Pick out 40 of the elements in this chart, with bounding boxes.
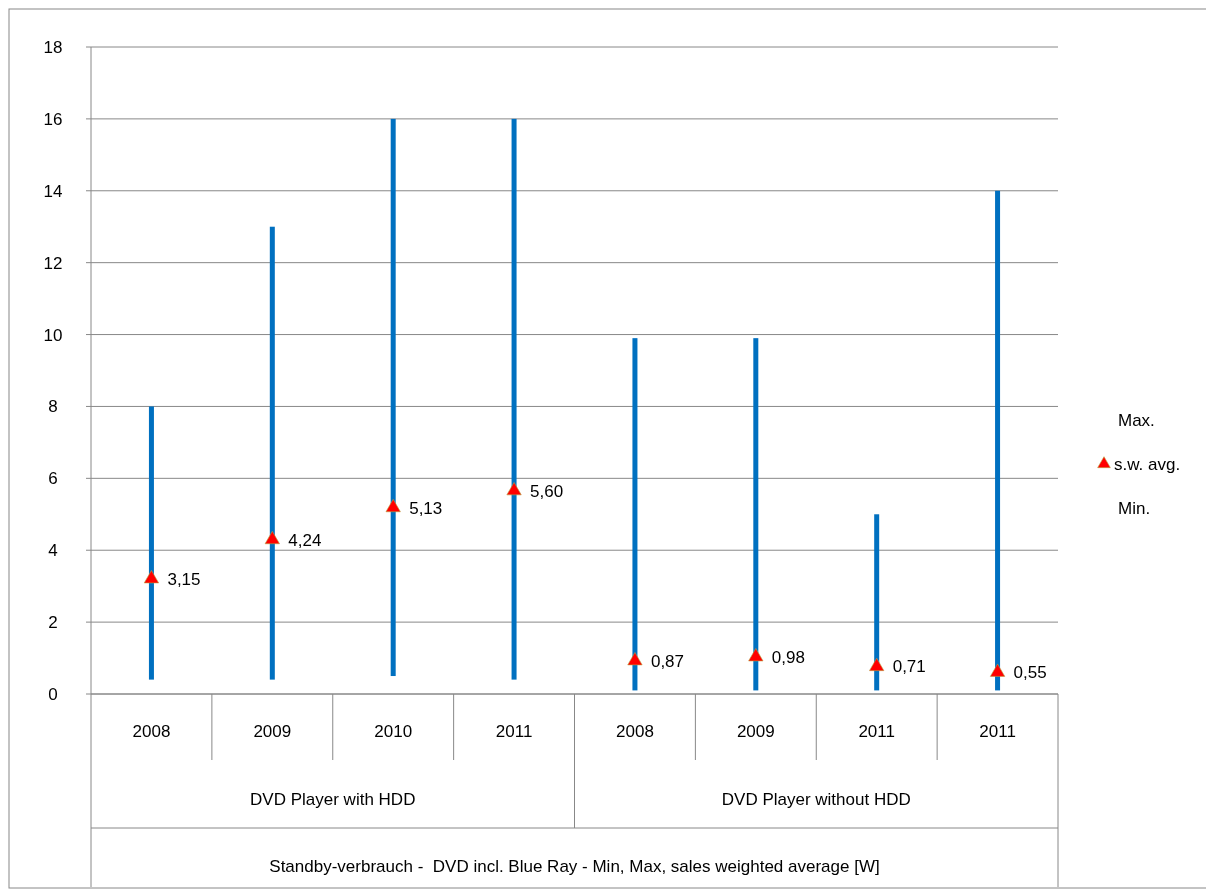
bar [632, 338, 638, 691]
text: DVD Player without HDD [721, 790, 911, 809]
bar [511, 118, 517, 680]
data-label: 5,60 [530, 481, 564, 501]
x-tick-label: 2008 [616, 722, 654, 741]
data-label: 0,87 [650, 651, 685, 671]
y-tick-label: 8 [48, 397, 58, 417]
legend-label: s.w. avg. [1114, 455, 1181, 474]
text: Standby-verbrauch - DVD incl. Blue Ray - Min, Max, sales weighted average [W] [269, 857, 880, 876]
x-tick-label: 2009 [736, 722, 775, 741]
x-tick-label: 2011 [979, 722, 1016, 741]
bar [390, 118, 396, 677]
data-label: 0,98 [771, 647, 805, 667]
x-tick-label: 2010 [374, 722, 413, 741]
y-tick-label: 14 [43, 181, 63, 201]
y-tick-label: 4 [48, 541, 58, 561]
data-label: 0,55 [1013, 663, 1047, 683]
y-tick-label: 0 [48, 685, 58, 704]
x-tick-label: 2008 [132, 722, 171, 741]
data-label: 0,71 [892, 657, 926, 677]
text: Min. [1118, 499, 1151, 518]
y-tick-label: 18 [43, 38, 63, 57]
bar [269, 226, 275, 680]
y-tick-label: 6 [48, 469, 58, 489]
data-label: 3,15 [167, 569, 201, 589]
bar [753, 338, 759, 691]
data-label: 5,13 [409, 498, 443, 518]
y-tick-label: 12 [43, 253, 63, 273]
text: Max. [1118, 411, 1155, 430]
bar [148, 406, 154, 680]
bar [995, 190, 1001, 691]
text: DVD Player with HDD [250, 790, 416, 809]
x-tick-label: 2011 [495, 722, 533, 741]
x-tick-label: 2009 [253, 722, 292, 741]
data-label: 4,24 [288, 530, 322, 550]
y-tick-label: 16 [43, 109, 63, 129]
bar [874, 514, 880, 691]
y-tick-label: 10 [43, 325, 63, 345]
x-tick-label: 2011 [858, 722, 895, 741]
y-tick-label: 2 [48, 613, 58, 633]
